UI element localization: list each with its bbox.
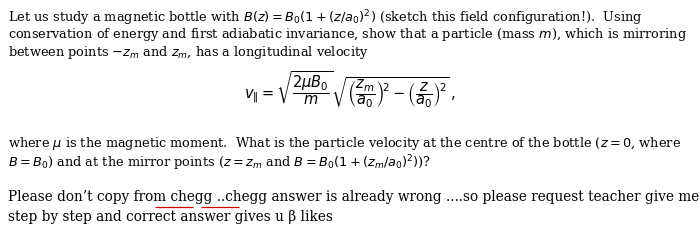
Text: where $\mu$ is the magnetic moment.  What is the particle velocity at the centre: where $\mu$ is the magnetic moment. What… bbox=[8, 135, 681, 151]
Text: between points $-z_m$ and $z_m$, has a longitudinal velocity: between points $-z_m$ and $z_m$, has a l… bbox=[8, 44, 368, 61]
Text: Please don’t copy from chegg ..chegg answer is already wrong ....so please reque: Please don’t copy from chegg ..chegg ans… bbox=[8, 189, 699, 203]
Text: $B = B_0$) and at the mirror points ($z = z_m$ and $B = B_0(1 + (z_m/a_0)^2)$)?: $B = B_0$) and at the mirror points ($z … bbox=[8, 152, 431, 172]
Text: $v_{\|} = \sqrt{\dfrac{2\mu B_0}{m}}\sqrt{\left(\dfrac{z_m}{a_0}\right)^{\!2} - : $v_{\|} = \sqrt{\dfrac{2\mu B_0}{m}}\sqr… bbox=[244, 70, 456, 110]
Text: step by step and correct answer gives u β likes: step by step and correct answer gives u … bbox=[8, 209, 333, 223]
Text: conservation of energy and first adiabatic invariance, show that a particle (mas: conservation of energy and first adiabat… bbox=[8, 26, 687, 43]
Text: Let us study a magnetic bottle with $B(z) = B_0(1 + (z/a_0)^2)$ (sketch this fie: Let us study a magnetic bottle with $B(z… bbox=[8, 8, 643, 27]
